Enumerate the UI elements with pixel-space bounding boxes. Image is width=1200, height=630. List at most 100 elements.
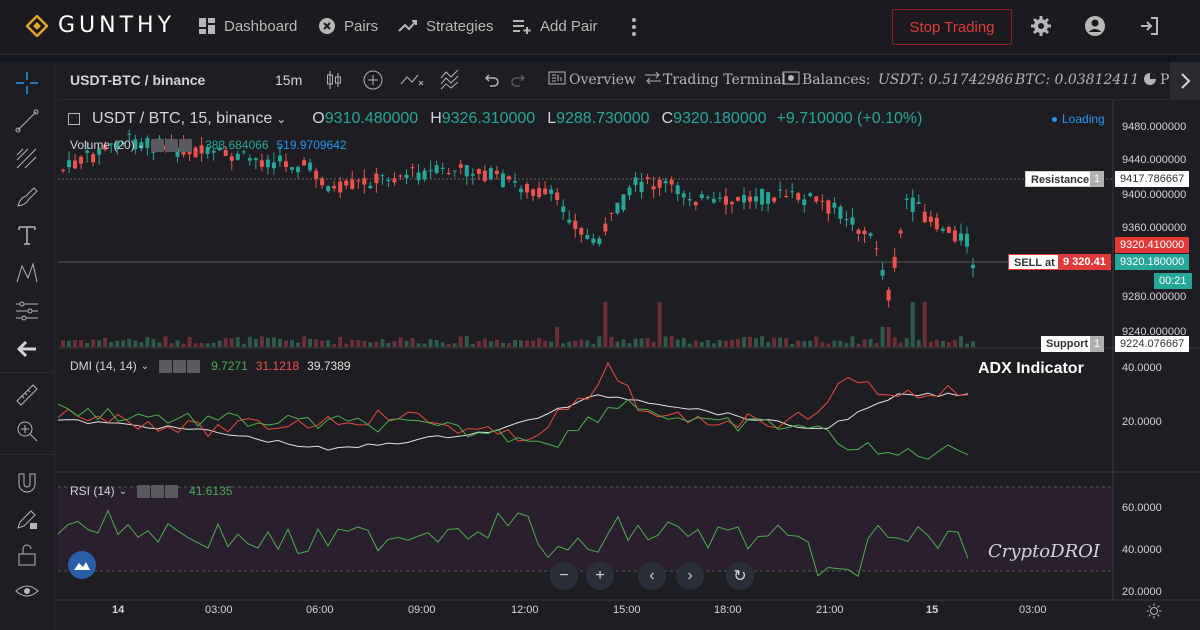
gear-icon[interactable] xyxy=(151,484,165,498)
chart-logo-icon[interactable] xyxy=(68,551,96,579)
dmi-legend[interactable]: DMI (14, 14) ⌄ 9.7271 31.1218 39.7389 xyxy=(70,359,351,373)
loading-indicator: Loading xyxy=(1052,112,1105,126)
chevron-right-icon: › xyxy=(687,567,693,584)
close-label: C xyxy=(661,110,674,127)
close-icon[interactable] xyxy=(165,484,179,498)
chevron-down-icon[interactable]: ⌄ xyxy=(118,485,128,497)
sell-tag[interactable]: SELL at xyxy=(1008,254,1061,270)
pattern-tool-icon[interactable] xyxy=(14,260,40,286)
eye-icon[interactable] xyxy=(151,138,165,152)
volume-label: Volume (20) xyxy=(70,138,135,152)
undo-icon[interactable] xyxy=(482,70,500,91)
zoom-out-button[interactable]: − xyxy=(550,562,578,590)
brush-icon[interactable] xyxy=(14,184,40,210)
redo-icon[interactable] xyxy=(510,70,528,91)
volume-ma-value: 519.9709642 xyxy=(276,138,347,152)
compare-icon[interactable] xyxy=(440,68,466,93)
chevron-down-icon[interactable]: ⌄ xyxy=(276,112,287,126)
nav-dashboard[interactable]: Dashboard xyxy=(198,17,297,35)
nav-strategies[interactable]: Strategies xyxy=(398,17,494,35)
add-indicator-icon[interactable] xyxy=(362,69,384,94)
pairs-icon xyxy=(318,17,336,35)
high-label: H xyxy=(430,110,442,127)
user-account-icon[interactable] xyxy=(1084,15,1106,42)
scroll-right-button[interactable]: › xyxy=(676,562,704,590)
eye-icon[interactable] xyxy=(137,484,151,498)
nav-pairs[interactable]: Pairs xyxy=(318,17,378,35)
high-value: 9326.310000 xyxy=(441,110,536,127)
chart-toolbar: USDT-BTC / binance 15m Overview Trading … xyxy=(58,62,1200,100)
sell-price: 9 320.41 xyxy=(1058,254,1111,270)
zoom-in-icon[interactable] xyxy=(14,418,40,444)
logo[interactable]: GUNTHY xyxy=(25,13,175,38)
eye-icon[interactable] xyxy=(159,359,173,373)
fib-tool-icon[interactable] xyxy=(14,146,40,172)
last-sell-price: 9320.410000 xyxy=(1115,237,1190,253)
prediction-tool-icon[interactable] xyxy=(14,298,40,324)
nav-add-pair[interactable]: Add Pair xyxy=(512,17,598,35)
gear-icon[interactable] xyxy=(173,359,187,373)
time-tick-label: 12:00 xyxy=(511,604,539,616)
adx-value: 39.7389 xyxy=(307,359,351,373)
rsi-legend[interactable]: RSI (14) ⌄ 41.6135 xyxy=(70,484,232,498)
time-tick-label: 09:00 xyxy=(408,604,436,616)
time-tick-label: 15 xyxy=(926,604,939,616)
gear-icon[interactable] xyxy=(1030,15,1052,42)
time-tick-label: 18:00 xyxy=(714,604,742,616)
drawing-toolbar xyxy=(0,62,55,630)
rsi-label: RSI (14) xyxy=(70,484,115,498)
unlock-icon[interactable] xyxy=(14,542,40,568)
gear-icon[interactable] xyxy=(165,138,179,152)
collapse-icon[interactable] xyxy=(68,113,80,125)
indicator-controls[interactable] xyxy=(151,138,193,152)
price-tick-label: 9240.000000 xyxy=(1122,326,1187,338)
dashboard-icon xyxy=(198,17,216,35)
support-tag[interactable]: Support xyxy=(1041,336,1094,352)
trend-line-icon[interactable] xyxy=(14,108,40,134)
text-tool-icon[interactable] xyxy=(14,222,40,248)
trading-terminal-button[interactable]: Trading Terminal xyxy=(663,72,787,88)
main-pane-title[interactable]: USDT / BTC, 15, binance xyxy=(92,110,273,127)
magnet-icon[interactable] xyxy=(14,470,40,496)
time-tick-label: 03:00 xyxy=(1019,604,1047,616)
dmi-tick-label: 40.0000 xyxy=(1122,362,1162,374)
rsi-tick-label: 40.0000 xyxy=(1122,544,1162,556)
chevron-down-icon[interactable]: ⌄ xyxy=(140,360,150,372)
low-label: L xyxy=(547,110,557,127)
chevron-down-icon[interactable]: ⌄ xyxy=(136,139,146,151)
close-icon[interactable] xyxy=(187,359,201,373)
time-tick-label: 21:00 xyxy=(816,604,844,616)
time-tick-label: 06:00 xyxy=(306,604,334,616)
interval-selector[interactable]: 15m xyxy=(275,72,303,88)
crosshair-icon[interactable] xyxy=(14,70,40,96)
eye-icon[interactable] xyxy=(14,578,40,604)
settings-sun-icon[interactable] xyxy=(1146,603,1162,624)
zoom-in-button[interactable]: + xyxy=(586,562,614,590)
logout-icon[interactable] xyxy=(1138,15,1160,42)
lock-drawing-icon[interactable] xyxy=(14,506,40,532)
bar-countdown: 00:21 xyxy=(1154,273,1192,289)
hide-toolbar-arrow-icon[interactable] xyxy=(14,336,40,362)
indicator-controls[interactable] xyxy=(159,359,201,373)
close-icon[interactable] xyxy=(179,138,193,152)
symbol-selector[interactable]: USDT-BTC / binance xyxy=(70,72,206,88)
stop-trading-button[interactable]: Stop Trading xyxy=(892,9,1012,45)
indicator-controls[interactable] xyxy=(137,484,179,498)
tool-divider xyxy=(0,454,55,455)
diamond-logo-icon xyxy=(25,13,49,38)
watermark: CryptoDROI xyxy=(988,541,1100,562)
candlestick-style-icon[interactable] xyxy=(326,70,342,93)
overview-button[interactable]: Overview xyxy=(569,72,637,88)
time-tick-label: 03:00 xyxy=(205,604,233,616)
chevron-left-icon: ‹ xyxy=(649,567,655,584)
scroll-left-button[interactable]: ‹ xyxy=(638,562,666,590)
resistance-tag[interactable]: Resistance xyxy=(1025,171,1096,187)
nav-pairs-label: Pairs xyxy=(344,17,379,35)
kebab-icon[interactable] xyxy=(630,16,638,43)
ruler-icon[interactable] xyxy=(14,382,40,408)
volume-legend[interactable]: Volume (20) ⌄ 383.684066 519.9709642 xyxy=(70,138,347,152)
reset-chart-button[interactable]: ↻ xyxy=(726,562,754,590)
scroll-right-arrow-icon[interactable] xyxy=(1170,62,1200,99)
rsi-value: 41.6135 xyxy=(189,484,233,498)
indicators-icon[interactable] xyxy=(400,70,426,93)
